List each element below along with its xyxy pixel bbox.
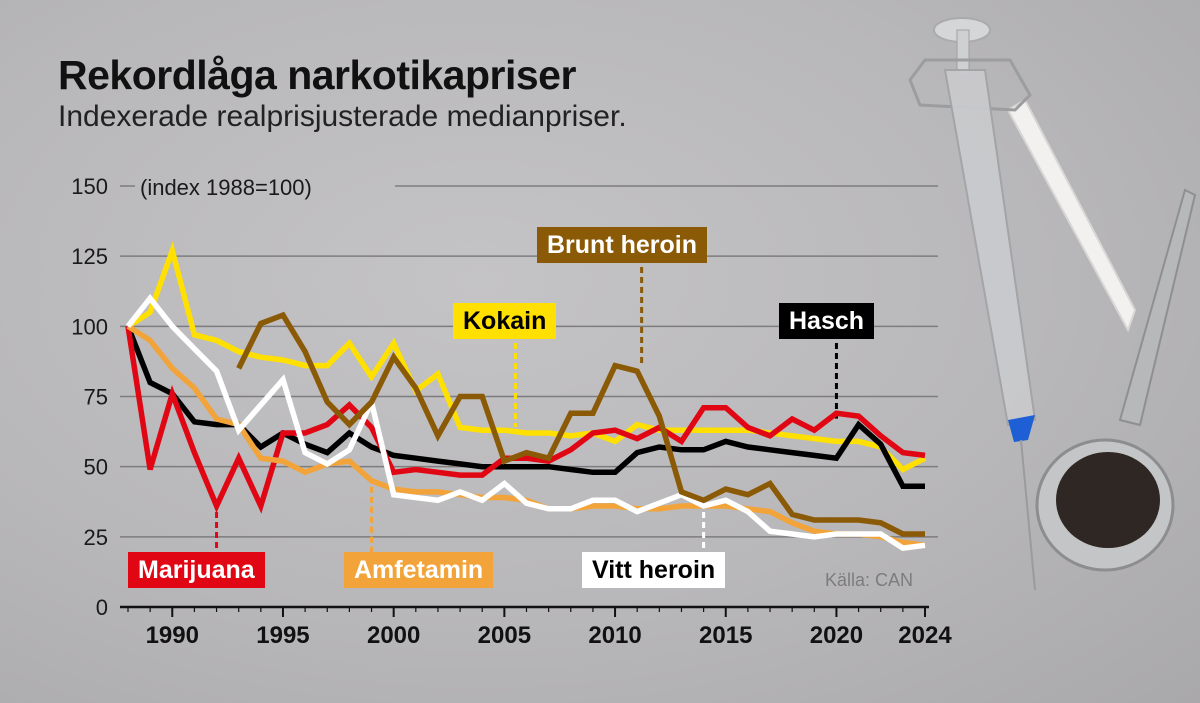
x-tick-label: 2015 [699,622,752,649]
y-tick-label: 50 [84,455,108,480]
x-tick-label: 1995 [256,622,309,649]
y-tick-label: 25 [84,525,108,550]
powder-stick-icon [1006,98,1137,333]
x-tick-label: 2000 [367,622,420,649]
series-line-marijuana [125,325,926,514]
series-line-vitt-heroin [125,293,926,551]
series-line-hasch [125,325,925,490]
x-tick-label: 2024 [898,622,952,649]
label-marijuana: Marijuana [128,552,265,588]
syringe-icon [908,17,1037,591]
x-tick-label: 2005 [478,622,531,649]
y-tick-label: 100 [71,314,108,339]
label-hasch: Hasch [779,303,875,339]
series-line-brunt-heroin [236,311,925,537]
spoon-icon [1035,188,1197,572]
source-note: Källa: CAN [825,570,914,590]
y-axis-labels: 0 25 50 75 100 125 150 [71,174,108,620]
x-tick-label: 1990 [146,622,199,649]
y-tick-label: 75 [84,385,108,410]
y-tick-label: 150 [71,174,108,199]
label-leader-lines [215,267,838,552]
data-lines [125,241,927,551]
y-tick-label: 0 [96,595,108,620]
syringe-spoon-illustration [908,17,1197,591]
label-brunt-heroin: Brunt heroin [537,227,707,263]
chart-subtitle: Indexerade realprisjusterade medianprise… [58,100,627,133]
chart-title: Rekordlåga narkotikapriser [58,52,576,98]
label-vitt-heroin: Vitt heroin [582,552,726,588]
y-tick-label: 125 [71,244,108,269]
y-axis-unit-label: (index 1988=100) [140,175,312,200]
label-amfetamin: Amfetamin [344,552,494,588]
x-axis: 1990 1995 2000 2005 2010 2015 2020 2024 [120,605,952,649]
x-tick-label: 2020 [810,622,863,649]
x-tick-label: 2010 [588,622,641,649]
series-line-kokain [126,241,927,473]
label-kokain: Kokain [453,303,557,339]
